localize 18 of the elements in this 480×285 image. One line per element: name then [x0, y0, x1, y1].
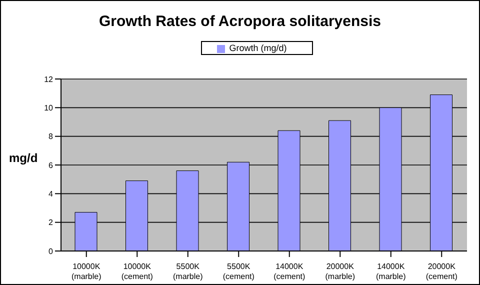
x-tick-label: 10000K (cement)	[121, 262, 154, 281]
chart-title: Growth Rates of Acropora solitaryensis	[98, 13, 382, 30]
x-tick-label: 5500K (marble)	[172, 262, 204, 281]
x-tick-label: 5500K (cement)	[222, 262, 255, 281]
y-tick-label: 10	[44, 104, 54, 113]
y-tick-label: 2	[48, 218, 54, 228]
y-tick-label: 4	[48, 190, 54, 199]
x-tick-label: 20000K (cement)	[426, 262, 458, 281]
y-tick-label: 0	[48, 246, 54, 256]
y-tick-label: 6	[48, 160, 54, 170]
legend-label: Growth (mg/d)	[229, 43, 287, 53]
x-tick-label: 14000K (cement)	[274, 262, 306, 281]
y-tick-label: 8	[48, 132, 54, 142]
x-tick-label: 10000K (marble)	[71, 262, 102, 281]
y-tick-label: 12	[44, 74, 54, 84]
x-tick-label: 20000K (marble)	[325, 262, 356, 281]
x-tick-label: 14000K (marble)	[376, 262, 406, 281]
y-axis-title: mg/d	[9, 151, 38, 165]
